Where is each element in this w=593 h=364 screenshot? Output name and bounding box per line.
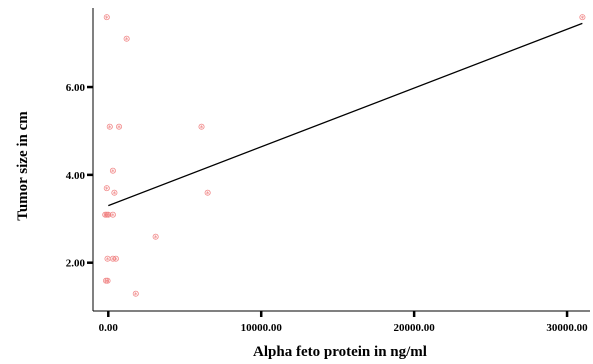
data-point: ⊛ <box>104 276 112 286</box>
data-point: ⊛ <box>132 289 140 299</box>
x-ticks: 0.00 10000.00 20000.00 30000.00 <box>99 311 588 334</box>
data-point: ⊛ <box>109 166 117 176</box>
data-point: ⊛ <box>102 276 110 286</box>
data-point: ⊛ <box>123 35 131 45</box>
y-tick-label: 2.00 <box>66 258 86 270</box>
data-point: ⊛ <box>104 254 112 264</box>
data-point: ⊛ <box>105 210 113 220</box>
fit-line-group <box>108 22 583 207</box>
x-tick-label: 10000.00 <box>241 322 283 334</box>
x-tick-label: 30000.00 <box>546 322 588 334</box>
axes <box>92 8 590 312</box>
data-point: ⊛ <box>115 123 123 133</box>
data-point: ⊛ <box>152 232 160 242</box>
data-point: ⊛ <box>109 210 117 220</box>
data-point: ⊛ <box>198 123 206 133</box>
data-point: ⊛ <box>103 210 111 220</box>
data-point: ⊛ <box>109 254 117 264</box>
y-axis-title: Tumor size in cm <box>15 111 31 221</box>
data-point: ⊛ <box>101 210 109 220</box>
y-tick-label: 6.00 <box>66 82 86 94</box>
data-point: ⊛ <box>111 188 119 198</box>
data-point: ⊛ <box>579 13 587 23</box>
data-point: ⊛ <box>112 254 120 264</box>
x-axis-title: Alpha feto protein in ng/ml <box>253 344 427 360</box>
y-ticks: 2.00 4.00 6.00 <box>66 82 93 270</box>
x-tick-label: 0.00 <box>99 322 119 334</box>
data-point: ⊛ <box>106 123 114 133</box>
data-point: ⊛ <box>103 13 111 23</box>
y-tick-label: 4.00 <box>66 170 86 182</box>
points-group: ⊛⊛⊛⊛ ⊛ ⊛⊛⊛ ⊛ ⊛⊛⊛⊛⊛⊛⊛⊛⊛⊛⊛⊛ <box>101 13 586 300</box>
data-point: ⊛ <box>204 188 212 198</box>
fit-line <box>108 22 583 207</box>
data-point: ⊛ <box>103 184 111 194</box>
x-tick-label: 20000.00 <box>394 322 436 334</box>
